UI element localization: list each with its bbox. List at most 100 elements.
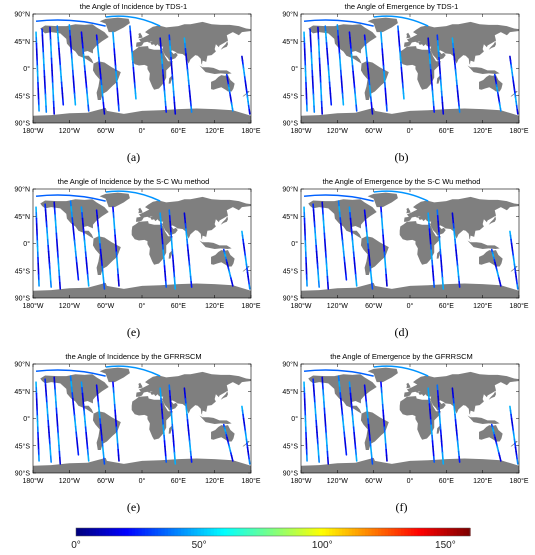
- track-segment: [350, 393, 351, 399]
- track-segment: [101, 250, 102, 256]
- lon-tick-label: 60°W: [365, 477, 383, 485]
- lon-tick-label: 120°W: [327, 302, 348, 310]
- track-segment: [340, 387, 341, 393]
- track-segment: [354, 77, 355, 83]
- track-segment: [345, 263, 346, 269]
- track-segment: [343, 246, 344, 252]
- track-segment: [97, 41, 98, 47]
- lon-tick-label: 60°E: [171, 127, 187, 135]
- track-segment: [368, 419, 369, 425]
- track-segment: [87, 94, 88, 100]
- track-segment: [365, 41, 366, 47]
- track-segment: [71, 201, 72, 207]
- track-segment: [78, 449, 79, 455]
- panel-label: (d): [268, 325, 535, 340]
- colorbar-tick-label: 0°: [71, 540, 81, 550]
- colorbar-svg: 0°50°100°150°: [0, 522, 535, 550]
- map-panel: the Angle of Incidence by the S-C Wu met…: [0, 175, 267, 350]
- track-segment: [459, 457, 460, 462]
- track-segment: [351, 399, 352, 405]
- track-segment: [101, 75, 102, 81]
- track-segment: [85, 422, 86, 428]
- lon-tick-label: 180°W: [22, 477, 43, 485]
- lat-tick-label: 45°S: [15, 92, 31, 100]
- track-segment: [99, 63, 100, 69]
- lon-tick-label: 120°E: [205, 477, 224, 485]
- panel-label: (f): [268, 500, 535, 515]
- panel-label: (e): [0, 325, 267, 340]
- track-segment: [365, 391, 366, 397]
- track-segment: [346, 274, 347, 280]
- track-segment: [74, 240, 75, 246]
- track-segment: [366, 402, 367, 408]
- track-segment: [99, 408, 100, 414]
- track-segment: [104, 283, 105, 289]
- track-segment: [97, 216, 98, 222]
- track-segment: [339, 201, 340, 207]
- track-segment: [367, 63, 368, 69]
- lon-tick-label: 180°E: [509, 477, 528, 485]
- track-segment: [88, 105, 89, 111]
- track-segment: [100, 244, 101, 250]
- track-segment: [249, 460, 250, 464]
- lat-tick-label: 90°N: [14, 186, 30, 194]
- track-segment: [350, 218, 351, 224]
- track-segment: [191, 457, 192, 462]
- track-segment: [104, 458, 105, 464]
- track-segment: [369, 255, 370, 261]
- colorbar-tick-label: 50°: [192, 540, 207, 550]
- track-segment: [73, 229, 74, 235]
- track-segment: [344, 252, 345, 258]
- track-segment: [103, 272, 104, 278]
- track-segment: [86, 252, 87, 258]
- colorbar-tick-label: 100°: [312, 540, 333, 550]
- lon-tick-label: 120°E: [473, 127, 492, 135]
- track-segment: [353, 247, 354, 253]
- lon-tick-label: 60°W: [365, 302, 383, 310]
- lat-tick-label: 0°: [23, 240, 30, 248]
- track-segment: [77, 444, 78, 450]
- track-segment: [87, 444, 88, 450]
- lon-tick-label: 120°W: [327, 127, 348, 135]
- lon-tick-label: 180°W: [22, 127, 43, 135]
- track-segment: [87, 263, 88, 269]
- track-segment: [82, 393, 83, 399]
- track-segment: [85, 72, 86, 78]
- track-segment: [88, 280, 89, 286]
- track-segment: [367, 233, 368, 239]
- track-segment: [84, 60, 85, 66]
- track-segment: [370, 436, 371, 442]
- track-segment: [366, 396, 367, 402]
- lon-tick-label: 180°E: [241, 127, 260, 135]
- track-segment: [367, 408, 368, 414]
- lat-tick-label: 90°N: [282, 361, 298, 369]
- track-segment: [101, 255, 102, 261]
- track-segment: [366, 221, 367, 227]
- track-segment: [352, 235, 353, 241]
- lat-tick-label: 45°S: [15, 267, 31, 275]
- track-segment: [356, 105, 357, 111]
- track-segment: [83, 399, 84, 405]
- track-segment: [73, 404, 74, 410]
- track-segment: [88, 100, 89, 106]
- lat-tick-label: 90°N: [282, 11, 298, 19]
- track-segment: [341, 229, 342, 235]
- lon-tick-label: 120°W: [327, 477, 348, 485]
- track-segment: [76, 252, 77, 258]
- track-segment: [354, 427, 355, 433]
- track-segment: [356, 450, 357, 456]
- track-segment: [74, 415, 75, 421]
- track-segment: [71, 207, 72, 213]
- lon-tick-label: 120°E: [473, 302, 492, 310]
- track-segment: [81, 382, 82, 388]
- track-segment: [349, 382, 350, 388]
- lon-tick-label: 60°E: [439, 477, 455, 485]
- track-segment: [86, 427, 87, 433]
- track-segment: [85, 241, 86, 247]
- track-segment: [97, 35, 98, 41]
- track-segment: [354, 83, 355, 89]
- track-segment: [87, 88, 88, 94]
